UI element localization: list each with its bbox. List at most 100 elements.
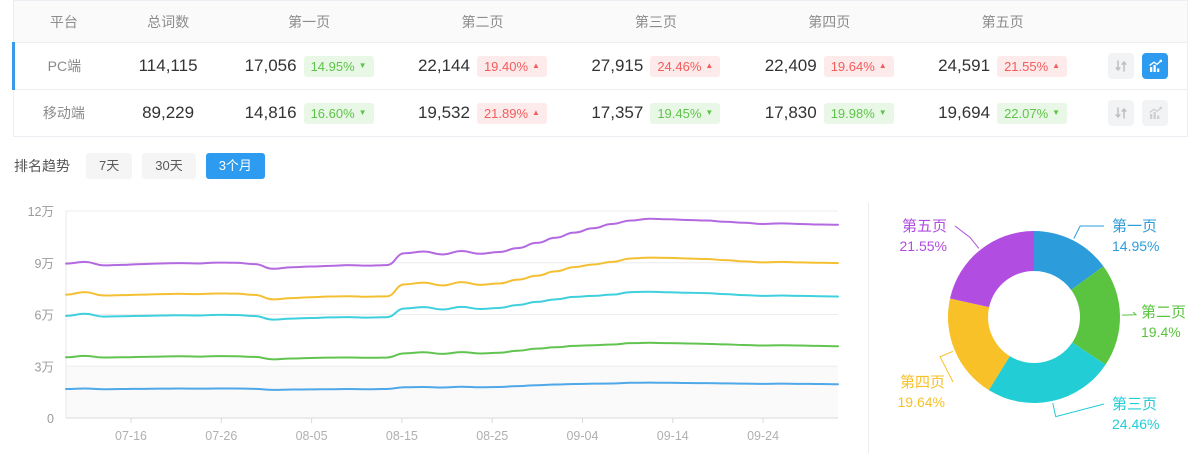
trend-tab-7d[interactable]: 7天 [86, 153, 133, 179]
line-series-第五页 [65, 217, 839, 270]
page5-pct-value: 22.07% [1004, 105, 1049, 121]
page1-count: 14,816 [244, 103, 297, 122]
platform-label: PC端 [47, 58, 82, 74]
trend-tab-30d[interactable]: 30天 [142, 153, 196, 179]
page1-pct-value: 14.95% [310, 58, 355, 74]
page1-pct-value: 16.60% [310, 105, 355, 121]
donut-value-第四页: 19.64% [898, 394, 945, 410]
cell-page2: 22,144 19.40% ▲ [395, 42, 570, 90]
page3-count: 27,915 [591, 56, 644, 75]
line-series-第二页 [65, 341, 839, 360]
donut-leader-line [1073, 225, 1105, 239]
page1-count: 17,056 [244, 56, 297, 75]
triangle-down-icon: ▼ [358, 61, 367, 70]
total-keywords-value: 114,115 [138, 56, 198, 75]
cell-platform: 移动端 [12, 89, 114, 137]
triangle-down-icon: ▼ [878, 108, 887, 117]
page-distribution-donut-chart[interactable]: 第一页 14.95% 第二页 19.4% 第三页 24.46% 第四页 19.64% 第五页 21… [869, 189, 1200, 469]
svg-text:09-14: 09-14 [657, 429, 689, 443]
cell-actions [1089, 89, 1189, 137]
triangle-down-icon: ▼ [1052, 108, 1061, 117]
svg-text:09-24: 09-24 [747, 429, 779, 443]
triangle-down-icon: ▼ [705, 108, 714, 117]
donut-chart-svg: 第一页 14.95% 第二页 19.4% 第三页 24.46% 第四页 19.64% 第五页 21… [898, 217, 1187, 432]
triangle-up-icon: ▲ [532, 108, 540, 117]
svg-text:9万: 9万 [35, 256, 54, 270]
donut-value-第二页: 19.4% [1141, 324, 1181, 340]
page5-pct-value: 21.55% [1004, 58, 1049, 74]
triangle-down-icon: ▼ [358, 108, 367, 117]
bar-chart-icon[interactable] [1142, 100, 1169, 126]
trend-toolbar: 排名趋势 7天 30天 3个月 [0, 137, 1200, 189]
total-keywords-value: 89,229 [142, 103, 195, 122]
donut-label-第四页: 第四页 [900, 373, 945, 391]
page2-count: 22,144 [417, 56, 470, 75]
line-series-第一页 [65, 381, 839, 391]
platform-label: 移动端 [42, 105, 85, 121]
sort-arrows-icon[interactable] [1108, 100, 1135, 126]
svg-text:12万: 12万 [28, 205, 54, 219]
cell-page2: 19,532 21.89% ▲ [395, 89, 570, 137]
triangle-up-icon: ▲ [878, 61, 887, 70]
line-series-第四页 [65, 256, 839, 300]
page5-pct-badge: 22.07% ▼ [997, 102, 1068, 124]
donut-label-第一页: 第一页 [1112, 217, 1157, 235]
page5-count: 24,591 [938, 56, 991, 75]
donut-slice-第三页 [988, 342, 1106, 403]
page3-count: 17,357 [591, 103, 644, 122]
svg-text:09-04: 09-04 [566, 429, 598, 443]
col-header-page3: 第三页 [569, 0, 743, 43]
triangle-up-icon: ▲ [1052, 61, 1061, 70]
cell-page5: 24,591 21.55% ▲ [915, 42, 1090, 90]
cell-page3: 27,915 24.46% ▲ [569, 42, 743, 90]
page3-pct-value: 19.45% [657, 105, 702, 121]
donut-label-第三页: 第三页 [1112, 395, 1157, 413]
table-row[interactable]: 移动端 89,229 14,816 16.60% ▼ [12, 89, 1189, 137]
col-header-page1: 第一页 [222, 0, 396, 43]
triangle-up-icon: ▲ [532, 61, 540, 70]
chart-band [66, 365, 838, 418]
page3-pct-value: 24.46% [657, 58, 702, 74]
donut-label-第五页: 第五页 [902, 217, 947, 235]
trend-title: 排名趋势 [14, 157, 70, 174]
page5-count: 19,694 [938, 103, 991, 122]
rank-trend-line-chart[interactable]: 0 3万 6万 9万 12万 07-16 07-26 08-05 08-15 08-25 09-04… [0, 189, 868, 469]
svg-text:0: 0 [47, 412, 54, 426]
svg-text:08-25: 08-25 [476, 429, 508, 443]
donut-slice-第二页 [1071, 265, 1120, 365]
bar-chart-icon[interactable] [1142, 53, 1169, 79]
page2-pct-value: 19.40% [483, 58, 529, 74]
platform-table: 平台 总词数 第一页 第二页 第三页 第四页 第五页 PC端 [11, 0, 1189, 137]
table-row[interactable]: PC端 114,115 17,056 14.95% ▼ [11, 42, 1189, 90]
donut-slice-第五页 [950, 230, 1034, 307]
page4-count: 17,830 [764, 103, 817, 122]
donut-value-第一页: 14.95% [1112, 238, 1159, 254]
cell-total: 89,229 [113, 89, 223, 137]
table-header-row: 平台 总词数 第一页 第二页 第三页 第四页 第五页 [12, 0, 1189, 43]
triangle-up-icon: ▲ [705, 61, 714, 70]
cell-total: 114,115 [113, 42, 223, 90]
page1-pct-badge: 16.60% ▼ [303, 102, 374, 124]
col-header-platform: 平台 [12, 0, 114, 43]
line-series-第三页 [65, 290, 839, 321]
donut-slice-第四页 [948, 298, 1010, 390]
platform-table-wrapper: 平台 总词数 第一页 第二页 第三页 第四页 第五页 PC端 [0, 0, 1200, 137]
trend-tab-3m[interactable]: 3个月 [205, 153, 265, 179]
svg-text:07-16: 07-16 [115, 429, 147, 443]
line-chart-svg: 0 3万 6万 9万 12万 07-16 07-26 08-05 08-15 08-25 09-04… [28, 205, 839, 443]
page4-count: 22,409 [764, 56, 817, 75]
table-body: PC端 114,115 17,056 14.95% ▼ [11, 42, 1189, 137]
col-header-total: 总词数 [113, 0, 223, 43]
cell-page3: 17,357 19.45% ▼ [569, 89, 743, 137]
donut-value-第五页: 21.55% [900, 238, 947, 254]
page2-count: 19,532 [417, 103, 470, 122]
svg-text:08-15: 08-15 [386, 429, 418, 443]
donut-value-第三页: 24.46% [1112, 416, 1159, 432]
page4-pct-value: 19.98% [830, 105, 875, 121]
svg-text:6万: 6万 [35, 308, 54, 322]
page2-pct-badge: 21.89% ▲ [476, 102, 547, 124]
sort-arrows-icon[interactable] [1108, 53, 1135, 79]
donut-label-第二页: 第二页 [1141, 303, 1186, 321]
page2-pct-value: 21.89% [483, 105, 529, 121]
page5-pct-badge: 21.55% ▲ [997, 55, 1068, 77]
